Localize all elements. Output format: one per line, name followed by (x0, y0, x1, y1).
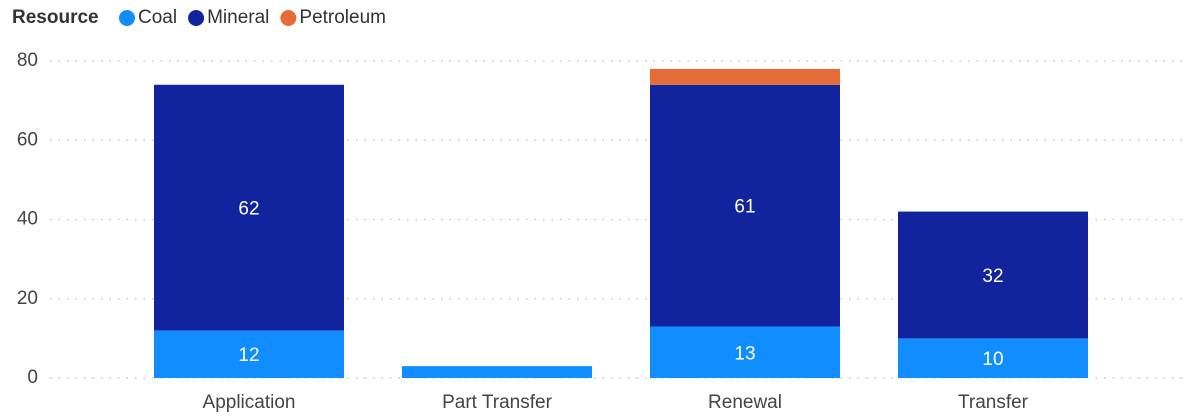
x-tick-label: Renewal (708, 392, 782, 413)
bar-segment (650, 68, 840, 85)
y-tick-label: 0 (27, 367, 38, 388)
x-tick-label: Part Transfer (442, 392, 552, 413)
y-tick-label: 80 (17, 50, 38, 71)
legend-label: Coal (138, 7, 177, 28)
legend-label: Mineral (207, 7, 269, 28)
legend-title: Resource (12, 7, 99, 28)
data-label: 12 (238, 345, 259, 366)
legend-label: Petroleum (299, 7, 386, 28)
legend-swatch (188, 10, 205, 26)
legend-swatch (119, 10, 135, 26)
data-label: 62 (238, 199, 259, 220)
bar-segment (898, 338, 1088, 378)
x-tick-label: Transfer (958, 392, 1029, 413)
data-label: 13 (734, 343, 755, 364)
y-tick-label: 60 (17, 129, 38, 150)
bar-segment (898, 211, 1088, 339)
bar-segment (650, 326, 840, 378)
y-tick-label: 20 (17, 288, 38, 309)
data-label: 10 (982, 349, 1003, 370)
legend-swatch (280, 10, 297, 26)
bar-segment (650, 84, 840, 327)
data-label: 61 (734, 197, 755, 218)
y-tick-label: 40 (17, 209, 38, 230)
bar-segment (402, 366, 592, 378)
data-label: 32 (982, 266, 1003, 287)
bar-segment (154, 330, 344, 378)
bar-segment (154, 84, 344, 331)
x-tick-label: Application (203, 392, 296, 413)
